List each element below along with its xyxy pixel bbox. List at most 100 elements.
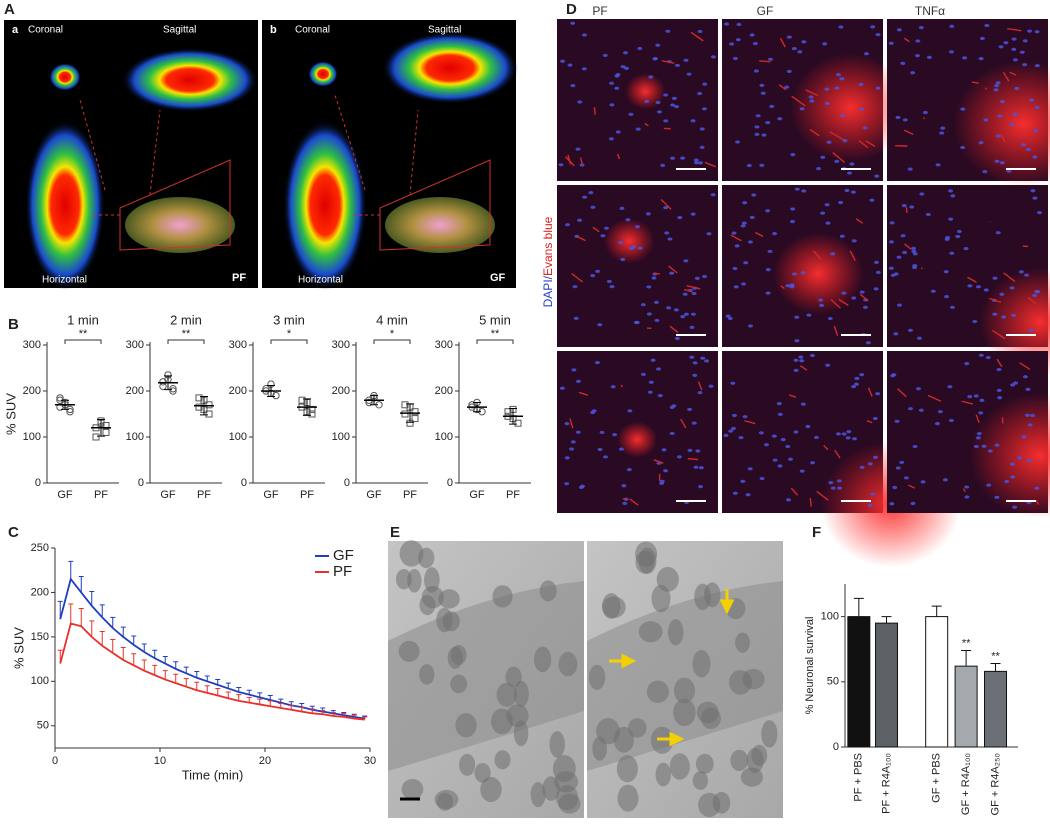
vessel [780,285,785,289]
nucleus [869,198,875,202]
nucleus [918,25,924,30]
neuron [455,713,477,738]
nucleus [944,237,950,241]
nucleus [670,156,676,160]
nucleus [733,285,739,289]
nucleus [919,192,925,196]
nucleus [655,100,661,105]
nucleus [656,110,662,114]
data-point [205,410,213,418]
vessel [996,358,1003,368]
error-bar [110,639,116,653]
nucleus [764,443,770,447]
nucleus [702,82,708,86]
nucleus [633,320,639,325]
nucleus [873,287,879,291]
x-tick-label: 10 [154,755,166,767]
neuron [646,680,669,703]
nucleus [724,22,730,26]
nucleus [944,295,950,299]
data-point [468,401,476,409]
nucleus [753,69,759,73]
neuron [588,664,606,690]
nucleus [564,456,570,460]
arrow [609,653,637,669]
nucleus [911,249,917,254]
nucleus [875,32,881,37]
nucleus [597,323,603,327]
nucleus [844,188,850,193]
neuron [533,646,552,673]
nucleus [1011,37,1017,41]
nucleus [1035,289,1041,294]
nucleus [666,306,672,310]
nucleus [732,266,738,271]
nucleus [799,107,805,111]
nucleus [1021,435,1027,439]
nucleus [890,374,896,378]
nucleus [772,458,778,462]
nucleus [772,232,778,236]
nucleus [895,466,901,470]
x-tick-label: PF [197,489,211,501]
nucleus [867,503,873,507]
nucleus [731,413,737,418]
nucleus [742,201,748,205]
x-tick-label: PF [94,489,108,501]
nucleus [964,485,970,489]
nucleus [558,163,564,167]
error-bar [204,685,210,693]
nucleus [704,359,710,363]
nucleus [754,132,760,136]
vessel [962,488,966,493]
nucleus [746,163,752,168]
nucleus [627,409,633,413]
nucleus [570,440,576,444]
nucleus [948,189,954,193]
data-point [159,382,167,391]
error-bar [183,666,189,674]
neuron [513,680,529,708]
nucleus [1017,456,1023,460]
vessel [690,31,704,42]
nucleus [978,353,984,357]
nucleus [759,163,765,167]
x-tick-label: PF [506,489,520,501]
nucleus [999,161,1005,165]
nucleus [618,240,624,245]
nucleus [1034,30,1040,34]
nucleus [824,101,830,105]
nucleus [590,274,596,278]
image-label: a [12,24,19,36]
red-stain [604,218,655,264]
nucleus [963,247,969,251]
data-point [195,394,203,402]
vessel [855,218,864,224]
vessel [669,325,679,334]
nucleus [765,209,771,213]
nucleus [909,205,915,209]
nucleus [701,107,707,111]
nucleus [610,385,616,389]
arrow [79,99,161,216]
nucleus [850,190,856,194]
error-bar [236,694,242,701]
view-label: Horizontal [42,275,87,286]
nucleus [687,407,693,412]
nucleus [912,264,918,268]
nucleus [765,120,771,125]
data-point [195,403,203,411]
vessel [684,288,693,293]
view-label: Sagittal [428,25,461,36]
x-tick-label: 0 [52,755,58,767]
nucleus [1029,98,1035,102]
pet-image: a Coronal Sagittal Horizontal PF [4,20,258,290]
nucleus [824,203,830,207]
nucleus [575,430,581,434]
vessel [661,60,675,64]
error-bar [288,701,294,706]
nucleus [760,91,766,95]
view-label: Sagittal [163,25,196,36]
